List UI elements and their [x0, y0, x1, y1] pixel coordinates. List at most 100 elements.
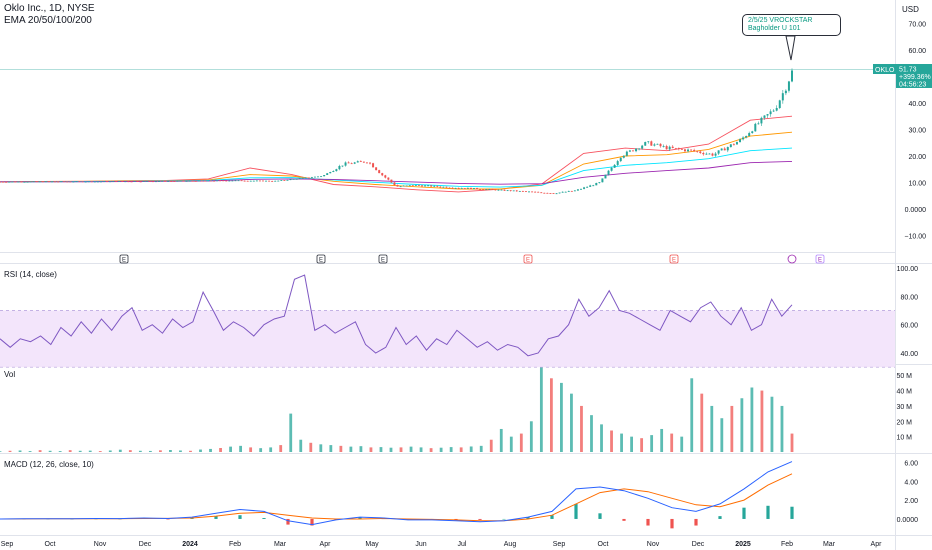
candle-body — [381, 173, 384, 176]
candle-body — [277, 180, 280, 182]
candle-body — [329, 171, 332, 174]
candle-body — [194, 180, 197, 182]
volume-bar — [108, 450, 112, 452]
price-tick-label: 60.00 — [908, 48, 926, 55]
dividend-marker-icon — [787, 254, 797, 264]
candle-body — [338, 166, 341, 170]
candle-body — [44, 181, 47, 183]
candle-body — [317, 176, 320, 178]
volume-bars — [0, 367, 794, 452]
candle-body — [63, 181, 66, 183]
candle-body — [769, 111, 772, 115]
volume-bar — [710, 405, 714, 452]
volume-bar — [229, 446, 232, 452]
volume-bar — [159, 450, 162, 452]
time-axis-label: Aug — [504, 541, 517, 548]
candle-body — [75, 181, 78, 183]
volume-bar — [319, 444, 323, 452]
volume-bar — [369, 447, 373, 452]
candle-body — [717, 150, 720, 154]
candle-body — [139, 181, 142, 183]
candle-body — [57, 181, 60, 183]
candle-body — [124, 181, 127, 183]
candle-body — [203, 180, 206, 182]
candle-body — [228, 180, 231, 182]
candle-body — [307, 177, 310, 179]
candle-body — [219, 180, 222, 182]
macd-line — [0, 461, 793, 526]
callout-pointer — [785, 35, 796, 61]
earnings-marker-label: E — [526, 258, 530, 264]
candle-body — [570, 190, 573, 192]
candle-body — [8, 181, 11, 183]
note-callout[interactable]: 2/5/25 VROCKSTAR Bagholder U 101 — [742, 14, 841, 36]
volume-bar — [620, 433, 623, 452]
candle-body — [335, 169, 338, 172]
candle-body — [326, 173, 329, 176]
price-tag-price: 51.73 — [899, 67, 917, 74]
volume-bar — [279, 445, 283, 452]
candle-body — [78, 181, 81, 183]
candle-body — [112, 181, 115, 183]
candle-body — [295, 178, 298, 180]
candle-body — [430, 185, 433, 187]
macd-histogram-bar — [550, 515, 554, 519]
price-tick-label: 20.00 — [908, 154, 926, 161]
candle-body — [130, 181, 133, 183]
volume-bar — [600, 424, 603, 452]
macd-histogram-bar — [766, 505, 770, 519]
volume-bar — [169, 450, 172, 452]
volume-bar — [750, 387, 754, 452]
candle-body — [197, 180, 200, 182]
candle-body — [742, 137, 745, 140]
candle-body — [635, 148, 638, 152]
volume-tick-label: 20 M — [896, 419, 912, 426]
volume-bar — [580, 405, 583, 452]
candle-body — [209, 180, 212, 182]
currency-label[interactable]: USD — [902, 5, 919, 14]
candle-body — [757, 123, 760, 125]
candle-body — [583, 187, 586, 189]
rsi-title[interactable]: RSI (14, close) — [4, 270, 57, 279]
candle-body — [14, 181, 17, 183]
candle-body — [641, 145, 644, 149]
candle-body — [32, 181, 35, 183]
macd-title[interactable]: MACD (12, 26, close, 10) — [4, 460, 94, 469]
rsi-tick-label: 60.00 — [900, 323, 918, 330]
volume-title[interactable]: Vol — [4, 370, 16, 379]
price-tick-label: −10.00 — [904, 234, 926, 241]
candle-body — [509, 190, 512, 192]
candle-body — [494, 189, 497, 191]
earnings-marker — [378, 254, 388, 264]
candle-body — [362, 161, 365, 163]
candle-body — [420, 185, 423, 187]
time-axis-label: Sep — [1, 541, 14, 548]
volume-bar — [670, 433, 674, 452]
candle-body — [258, 180, 261, 182]
time-axis-label: Jun — [415, 541, 426, 548]
candle-body — [87, 181, 90, 183]
volume-bar — [209, 448, 212, 452]
time-axis: Sep Oct Nov Dec 2024 Feb Mar Apr May Jun Jul Aug Sep… — [1, 541, 882, 548]
candle-body — [0, 181, 1, 183]
ema-legend[interactable]: EMA 20/50/100/200 — [4, 15, 92, 26]
symbol-title[interactable]: Oklo Inc., 1D, NYSE — [4, 3, 95, 14]
candle-body — [665, 146, 668, 150]
macd-histogram-bar — [262, 518, 266, 519]
volume-bar — [570, 393, 573, 452]
time-axis-label: Dec — [692, 541, 705, 548]
candle-body — [11, 181, 14, 183]
volume-bar — [720, 418, 724, 452]
candle-body — [607, 170, 610, 175]
candle-body — [680, 149, 683, 150]
volume-bar — [249, 447, 253, 452]
candle-body — [674, 147, 677, 149]
callout-line-2: Bagholder U 101 — [748, 25, 801, 32]
volume-bar — [379, 447, 383, 452]
volume-bar — [349, 446, 353, 452]
volume-bar — [790, 433, 794, 452]
candle-body — [424, 185, 427, 187]
volume-bar — [459, 447, 463, 452]
candle-body — [784, 90, 787, 94]
